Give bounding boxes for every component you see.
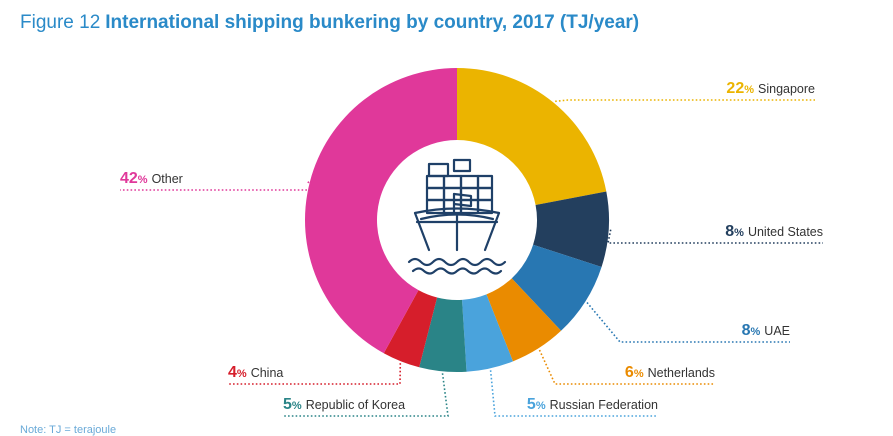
slice-russian-federation [462,294,513,372]
leader-russian-federation [489,370,658,417]
slice-united-states [533,191,609,267]
label-other: 42% Other [120,170,183,187]
slice-uae [511,244,602,331]
chart-title: International shipping bunkering by coun… [105,12,640,33]
leader-singapore [555,99,815,103]
label-republic-of-korea: 5% Republic of Korea [283,396,405,413]
label-uae: 8% UAE [742,322,790,339]
slice-singapore [457,68,607,206]
slice-china [383,290,438,368]
label-united-states: 8% United States [725,223,823,240]
label-netherlands: 6% Netherlands [625,364,715,381]
slice-netherlands [486,278,562,362]
slice-other [305,67,457,354]
leader-netherlands [538,349,715,385]
label-russian-federation: 5% Russian Federation [527,396,658,413]
cargo-ship-icon [386,149,528,291]
leader-uae [586,302,790,343]
label-singapore: 22% Singapore [726,80,815,97]
slice-republic-of-korea [419,297,467,372]
figure-number: Figure 12 [20,12,101,33]
figure-title: Figure 12 International shipping bunkerin… [20,12,639,34]
leader-other [120,181,317,191]
label-china: 4% China [228,364,283,381]
leader-united-states [607,229,823,244]
leader-republic-of-korea [283,373,449,417]
chart-note: Note: TJ = terajoule [20,424,117,436]
